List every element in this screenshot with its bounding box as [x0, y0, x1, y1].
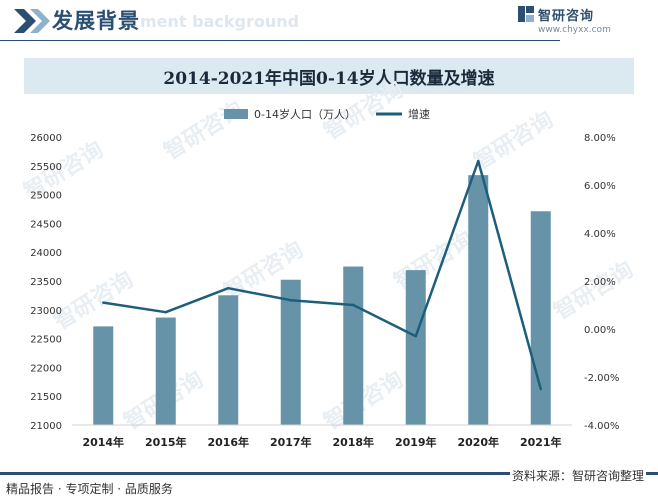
line-point — [227, 287, 230, 290]
y-right-tick-label: -4.00% — [584, 421, 619, 432]
page-header: ment background 发展背景 智研咨询 www.chyxx.com — [0, 0, 658, 40]
double-chevron-icon — [14, 9, 50, 33]
x-tick-label: 2014年 — [82, 435, 124, 449]
bar-series — [93, 175, 551, 425]
watermark-text: 智研咨询 — [549, 256, 637, 325]
x-axis: 2014年 2015年 2016年 2017年 2018年 2019年 2020年 2021年 — [72, 424, 572, 449]
y-right-tick-label: 8.00% — [584, 133, 616, 144]
watermark-text: 智研咨询 — [159, 96, 247, 165]
y-left-tick-label: 22000 — [30, 363, 62, 374]
legend-line-label: 增速 — [408, 107, 430, 121]
line-point — [289, 299, 292, 302]
y-left-tick-label: 24000 — [30, 248, 62, 259]
x-tick-label: 2015年 — [145, 435, 187, 449]
bar — [530, 211, 551, 425]
brand-icon — [518, 6, 534, 22]
growth-line — [103, 159, 542, 390]
y-left-tick-label: 23500 — [30, 277, 62, 288]
bar — [468, 175, 489, 425]
left-axis: 21000 21500 22000 22500 23000 23500 24000 24500… — [30, 133, 62, 432]
bar — [280, 279, 301, 425]
x-tick-label: 2017年 — [270, 435, 312, 449]
x-tick-label: 2016年 — [207, 435, 249, 449]
bar — [218, 295, 239, 425]
chart-title: 2014-2021年中国0-14岁人口数量及增速 — [163, 69, 495, 89]
bar — [155, 317, 176, 425]
y-right-tick-label: 6.00% — [584, 181, 616, 192]
y-left-tick-label: 23000 — [30, 306, 62, 317]
line-series — [102, 159, 542, 391]
legend-bar-swatch — [224, 109, 248, 119]
y-right-tick-label: 2.00% — [584, 277, 616, 288]
y-right-tick-label: -2.00% — [584, 373, 619, 384]
y-right-tick-label: 4.00% — [584, 229, 616, 240]
watermark-text: 智研咨询 — [469, 106, 557, 175]
y-left-tick-label: 26000 — [30, 133, 62, 144]
header-divider — [0, 40, 560, 41]
legend: 0-14岁人口（万人） 增速 — [224, 107, 430, 121]
line-point — [102, 301, 105, 304]
line-point — [477, 159, 480, 163]
bar — [93, 326, 114, 425]
bar — [343, 266, 364, 425]
y-left-tick-label: 25000 — [30, 191, 62, 202]
line-point — [352, 303, 355, 307]
y-right-tick-label: 0.00% — [584, 325, 616, 336]
x-tick-label: 2018年 — [332, 435, 374, 449]
legend-bar-label: 0-14岁人口（万人） — [254, 107, 356, 121]
footer-source: 资料来源：智研咨询整理 — [509, 467, 646, 484]
y-left-tick-label: 25500 — [30, 162, 62, 173]
footer-tagline: 精品报告 · 专项定制 · 品质服务 — [6, 482, 173, 496]
y-left-tick-label: 21000 — [30, 421, 62, 432]
right-axis: -4.00% -2.00% 0.00% 2.00% 4.00% 6.00% 8.00% — [584, 133, 619, 432]
brand-url: www.chyxx.com — [538, 25, 611, 35]
x-tick-label: 2019年 — [395, 435, 437, 449]
brand-name: 智研咨询 — [538, 9, 595, 24]
brand-logo: 智研咨询 www.chyxx.com — [518, 6, 638, 40]
line-point — [414, 335, 417, 338]
watermark-text: 智研咨询 — [49, 266, 137, 335]
line-point — [164, 311, 167, 314]
bar — [405, 270, 426, 425]
footer-divider — [0, 472, 658, 475]
y-left-tick-label: 21500 — [30, 392, 62, 403]
page-title: 发展背景 — [52, 9, 140, 33]
x-tick-label: 2021年 — [520, 435, 562, 449]
x-tick-label: 2020年 — [457, 435, 499, 449]
line-point — [539, 387, 542, 391]
header-watermark-subtitle: ment background — [140, 12, 300, 31]
y-left-tick-label: 22500 — [30, 335, 62, 346]
chart-title-band: 2014-2021年中国0-14岁人口数量及增速 — [24, 58, 634, 94]
y-left-tick-label: 24500 — [30, 219, 62, 230]
